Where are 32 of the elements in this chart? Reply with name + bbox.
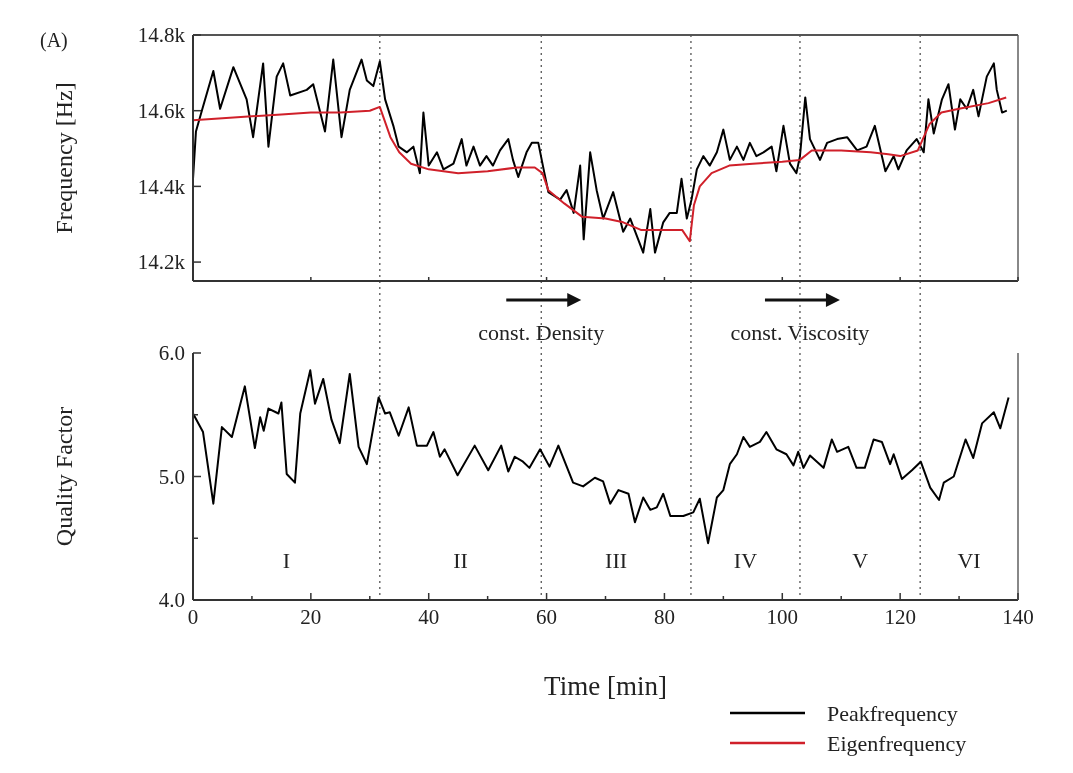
x-tick-label: 40 xyxy=(418,605,440,629)
y-tick-label: 5.0 xyxy=(158,464,185,489)
text: const. Density xyxy=(478,320,605,345)
text: const. Viscosity xyxy=(730,320,870,345)
x-tick-label: 100 xyxy=(766,605,799,629)
annotation: IV xyxy=(733,548,758,573)
line-series xyxy=(192,58,1008,254)
legend-label: Peakfrequency xyxy=(827,700,958,726)
y-axis-title: Frequency [Hz] xyxy=(51,82,77,234)
y-tick-label: 14.4k xyxy=(137,174,186,199)
y-tick-label: 14.6k xyxy=(137,99,186,124)
annotation: II xyxy=(453,548,468,573)
x-tick-label: 0 xyxy=(187,605,199,629)
line-series xyxy=(192,369,1010,545)
annotation: I xyxy=(282,548,291,573)
y-tick-label: 14.8k xyxy=(137,23,186,48)
x-tick-label: 20 xyxy=(300,605,322,629)
legend-label: Eigenfrequency xyxy=(827,730,967,756)
text: (A) xyxy=(40,29,68,52)
annotation: III xyxy=(605,548,628,573)
line-series xyxy=(192,96,1008,243)
y-axis-title: Quality Factor xyxy=(51,406,77,547)
y-tick-label: 14.2k xyxy=(137,250,186,275)
x-tick-label: 120 xyxy=(884,605,916,629)
x-tick-label: 80 xyxy=(653,605,675,629)
y-tick-label: 4.0 xyxy=(158,588,185,613)
annotation: VI xyxy=(957,548,981,573)
x-tick-label: 60 xyxy=(536,605,558,629)
x-axis-title: Time [min] xyxy=(544,671,667,701)
annotation: V xyxy=(852,548,869,573)
y-tick-label: 6.0 xyxy=(158,341,185,366)
x-tick-label: 140 xyxy=(1002,605,1034,629)
